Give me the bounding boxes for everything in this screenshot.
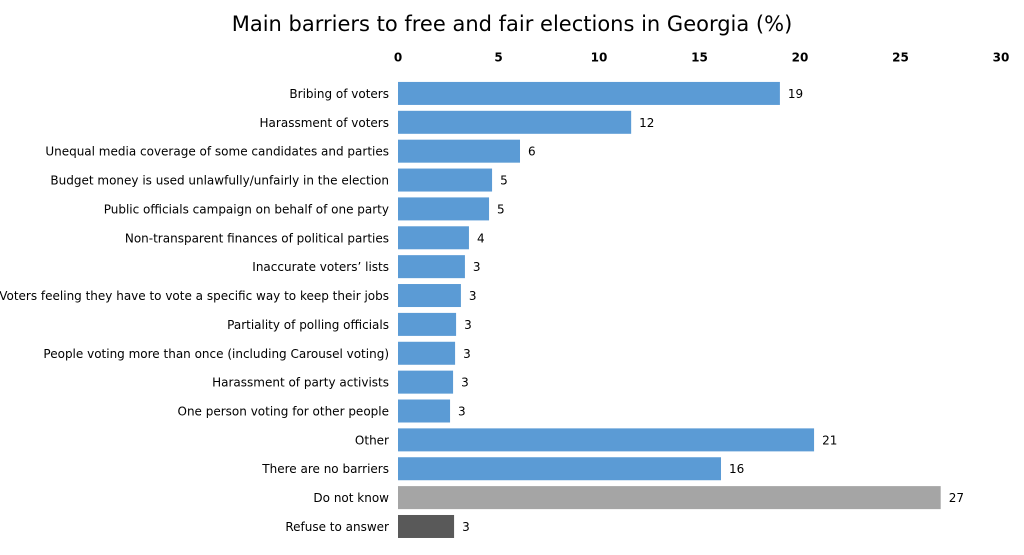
value-label: 12 bbox=[639, 116, 654, 130]
bar bbox=[398, 486, 941, 510]
category-label: Unequal media coverage of some candidate… bbox=[45, 145, 389, 159]
x-tick-label: 10 bbox=[591, 51, 608, 65]
category-label: Public officials campaign on behalf of o… bbox=[104, 202, 389, 216]
category-label: Harassment of party activists bbox=[212, 376, 389, 390]
bar bbox=[398, 110, 632, 134]
bar bbox=[398, 457, 722, 481]
category-label: Do not know bbox=[313, 491, 389, 505]
category-label: Partiality of polling officials bbox=[227, 318, 389, 332]
value-label: 4 bbox=[477, 231, 485, 245]
bar bbox=[398, 399, 451, 423]
value-label: 3 bbox=[462, 520, 470, 534]
category-label: Inaccurate voters’ lists bbox=[252, 260, 389, 274]
bar bbox=[398, 197, 490, 221]
value-label: 27 bbox=[949, 491, 964, 505]
category-label: Refuse to answer bbox=[285, 520, 389, 534]
category-label: Budget money is used unlawfully/unfairly… bbox=[50, 174, 389, 188]
bar bbox=[398, 226, 469, 250]
chart-title: Main barriers to free and fair elections… bbox=[232, 12, 793, 36]
value-label: 21 bbox=[822, 433, 837, 447]
value-label: 3 bbox=[463, 347, 471, 361]
value-label: 5 bbox=[497, 202, 505, 216]
bar bbox=[398, 139, 521, 163]
x-tick-label: 5 bbox=[494, 51, 502, 65]
x-tick-label: 25 bbox=[892, 51, 909, 65]
bar bbox=[398, 428, 815, 452]
bar bbox=[398, 255, 465, 279]
category-label: Non-transparent finances of political pa… bbox=[125, 231, 389, 245]
category-label: Bribing of voters bbox=[289, 87, 389, 101]
value-label: 19 bbox=[788, 87, 803, 101]
value-label: 5 bbox=[500, 174, 508, 188]
category-label: People voting more than once (including … bbox=[43, 347, 389, 361]
value-label: 3 bbox=[464, 318, 472, 332]
value-label: 3 bbox=[473, 260, 481, 274]
bar bbox=[398, 81, 780, 105]
value-label: 3 bbox=[469, 289, 477, 303]
value-label: 3 bbox=[458, 405, 466, 419]
bar bbox=[398, 284, 461, 308]
bar bbox=[398, 312, 457, 336]
category-label: One person voting for other people bbox=[178, 405, 390, 419]
x-tick-label: 30 bbox=[993, 51, 1010, 65]
category-label: There are no barriers bbox=[261, 462, 389, 476]
value-label: 3 bbox=[461, 376, 469, 390]
category-label: Other bbox=[355, 433, 389, 447]
bar bbox=[398, 514, 455, 538]
x-tick-label: 0 bbox=[394, 51, 402, 65]
category-label: Voters feeling they have to vote a speci… bbox=[0, 289, 389, 303]
bar bbox=[398, 370, 454, 394]
bar bbox=[398, 168, 493, 192]
value-label: 16 bbox=[729, 462, 744, 476]
value-label: 6 bbox=[528, 145, 536, 159]
x-tick-label: 15 bbox=[691, 51, 708, 65]
x-tick-label: 20 bbox=[792, 51, 809, 65]
category-label: Harassment of voters bbox=[260, 116, 389, 130]
bar bbox=[398, 341, 456, 365]
